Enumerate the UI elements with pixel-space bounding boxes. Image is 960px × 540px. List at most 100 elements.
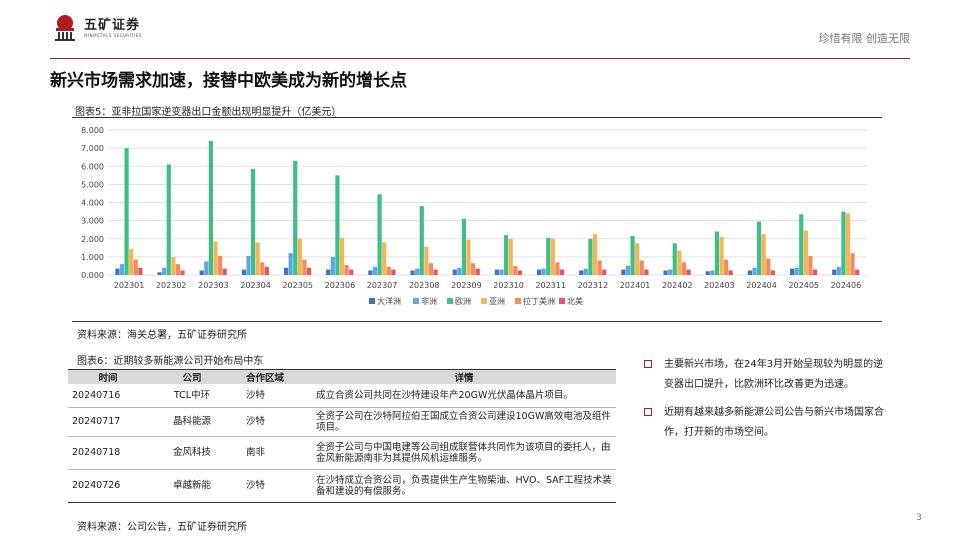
x-tick-label: 202305 [282, 281, 313, 290]
bar [162, 267, 167, 275]
bar [836, 266, 841, 275]
bar [677, 250, 682, 275]
bar [710, 270, 715, 275]
bar [368, 270, 373, 275]
bullet-item: 主要新兴市场，在24年3月开始呈现较为明显的逆变器出口提升，比欧洲环比改善更为迅… [644, 355, 894, 395]
bar [668, 269, 673, 275]
x-tick-label: 202310 [493, 281, 524, 290]
bar [714, 231, 720, 275]
bar [592, 234, 598, 275]
bar [756, 221, 762, 275]
legend-label: 北美 [567, 296, 583, 306]
page-title: 新兴市场需求加速，接替中欧美成为新的增长点 [50, 71, 407, 91]
bar [166, 164, 171, 275]
bar [499, 269, 504, 275]
bar [410, 270, 415, 275]
bar [766, 258, 771, 275]
bar [555, 262, 560, 275]
bar [625, 265, 631, 275]
bar [602, 269, 607, 275]
bar [808, 255, 813, 275]
y-tick-label: 1.000 [81, 253, 104, 262]
figure1-bottom-rule [72, 321, 882, 322]
x-tick-label: 202401 [620, 281, 651, 290]
bar [386, 266, 391, 275]
legend-swatch [369, 298, 375, 304]
cell-time: 20240726 [68, 469, 148, 503]
bar [330, 256, 335, 275]
bar [471, 263, 476, 275]
bar [597, 260, 602, 275]
bar [686, 269, 691, 275]
bar [799, 214, 804, 275]
legend-swatch [413, 298, 419, 304]
legend-label: 亚洲 [489, 297, 505, 306]
bar [583, 268, 588, 275]
x-tick-label: 202406 [831, 281, 862, 290]
y-tick-label: 6.000 [81, 162, 104, 171]
bar [747, 270, 752, 275]
bar [171, 256, 176, 275]
bar [391, 269, 396, 275]
cell-region: 南非 [236, 436, 302, 470]
logo-name-en: MINMETALS SECURITIES [84, 32, 142, 38]
cell-time: 20240716 [68, 384, 148, 408]
y-tick-label: 2.000 [81, 235, 104, 244]
cell-company: 金风科技 [148, 436, 236, 470]
bar [250, 168, 256, 275]
header-time: 时间 [68, 369, 148, 384]
x-tick-label: 202303 [198, 281, 229, 290]
bar [241, 269, 246, 275]
bar [832, 269, 837, 275]
y-tick-label: 0.000 [81, 271, 104, 280]
bar [115, 268, 120, 275]
bar [508, 238, 513, 275]
header-detail: 详情 [302, 369, 616, 384]
bar [222, 268, 227, 275]
bar [559, 269, 565, 275]
bar [457, 267, 462, 275]
bar [264, 266, 269, 275]
bar [466, 239, 471, 275]
figure1-source: 资料来源：海关总署，五矿证券研究所 [77, 330, 247, 341]
bar [794, 267, 799, 275]
bar [546, 237, 551, 275]
figure1-title: 图表5：亚非拉国家逆变器出口金额出现明显提升（亿美元） [75, 107, 342, 118]
bar [419, 206, 424, 275]
cell-time: 20240717 [68, 407, 148, 437]
bar [180, 270, 185, 275]
table-row: 20240718 金风科技 南非 全资子公司与中国电建等公司组成联营体共同作为该… [68, 436, 616, 470]
y-tick-label: 8.000 [81, 126, 104, 135]
x-tick-label: 202306 [325, 281, 356, 290]
bar [208, 140, 214, 275]
bar [635, 243, 640, 275]
bar [297, 238, 302, 275]
x-tick-label: 202402 [662, 281, 693, 290]
bar [157, 272, 162, 275]
bar [845, 213, 851, 275]
y-tick-label: 5.000 [81, 180, 104, 189]
bar [621, 269, 626, 275]
table-row: 20240716 TCL中环 沙特 成立合资公司共同在沙特建设年产20GW光伏晶… [68, 384, 616, 408]
company-slogan: 珍惜有限 创造无限 [818, 32, 911, 45]
figure2-title: 图表6：近期较多新能源公司开始布局中东 [77, 356, 264, 367]
bar [705, 271, 710, 275]
table-row: 20240726 卓越新能 沙特 在沙特成立合资公司，负责提供生产生物柴油、HV… [68, 469, 616, 503]
square-bullet-icon [644, 360, 652, 368]
bar [344, 265, 349, 275]
header-company: 公司 [148, 369, 236, 384]
x-tick-label: 202301 [114, 281, 145, 290]
bar [850, 253, 855, 275]
cell-company: 晶科能源 [148, 407, 236, 437]
cell-detail: 全资子公司与中国电建等公司组成联营体共同作为该项目的委托人，由金风新能源南非为其… [302, 436, 616, 470]
figure2-source: 资料来源：公司公告，五矿证券研究所 [77, 522, 247, 533]
square-bullet-icon [644, 408, 652, 416]
bar [681, 262, 687, 275]
cell-company: 卓越新能 [148, 469, 236, 503]
y-tick-label: 3.000 [81, 217, 104, 226]
bar [812, 269, 818, 275]
bar [382, 242, 387, 275]
bar [789, 268, 795, 275]
bar [428, 263, 434, 275]
bar [302, 259, 307, 275]
